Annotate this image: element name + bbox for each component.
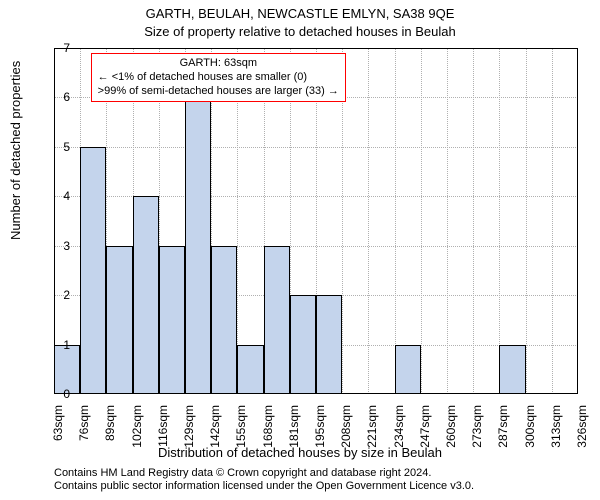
- x-tick-label: 195sqm: [313, 405, 327, 449]
- y-tick-label: 6: [50, 90, 70, 104]
- x-tick-label: 273sqm: [470, 405, 484, 449]
- chart-container: GARTH, BEULAH, NEWCASTLE EMLYN, SA38 9QE…: [0, 0, 600, 500]
- x-tick-label: 168sqm: [261, 405, 275, 449]
- histogram-bar: [185, 97, 211, 394]
- attribution-text: Contains HM Land Registry data © Crown c…: [54, 467, 474, 495]
- x-tick-label: 326sqm: [575, 405, 589, 449]
- gridline-vertical: [421, 48, 422, 394]
- y-tick-label: 1: [50, 338, 70, 352]
- x-tick-label: 247sqm: [418, 405, 432, 449]
- x-tick-label: 313sqm: [549, 405, 563, 449]
- plot-area: GARTH: 63sqm← <1% of detached houses are…: [54, 48, 578, 394]
- histogram-bar: [211, 246, 237, 394]
- annotation-callout: GARTH: 63sqm← <1% of detached houses are…: [91, 53, 346, 102]
- y-tick-label: 4: [50, 189, 70, 203]
- x-tick-label: 181sqm: [287, 405, 301, 449]
- histogram-bar: [290, 295, 316, 394]
- annotation-line3: >99% of semi-detached houses are larger …: [98, 85, 339, 99]
- gridline-vertical: [395, 48, 396, 394]
- x-tick-label: 300sqm: [523, 405, 537, 449]
- attribution-line1: Contains HM Land Registry data © Crown c…: [54, 467, 474, 481]
- x-tick-label: 234sqm: [392, 405, 406, 449]
- annotation-line2: ← <1% of detached houses are smaller (0): [98, 71, 339, 85]
- y-tick-label: 5: [50, 140, 70, 154]
- x-tick-label: 260sqm: [444, 405, 458, 449]
- x-tick-label: 89sqm: [103, 405, 117, 449]
- x-tick-label: 63sqm: [51, 405, 65, 449]
- y-axis-label: Number of detached properties: [8, 61, 23, 240]
- x-tick-label: 129sqm: [182, 405, 196, 449]
- y-tick-label: 0: [50, 387, 70, 401]
- chart-title-main: GARTH, BEULAH, NEWCASTLE EMLYN, SA38 9QE: [0, 6, 600, 21]
- x-tick-label: 142sqm: [208, 405, 222, 449]
- histogram-bar: [395, 345, 421, 394]
- gridline-vertical: [447, 48, 448, 394]
- histogram-bar: [237, 345, 263, 394]
- x-tick-label: 287sqm: [496, 405, 510, 449]
- y-tick-label: 3: [50, 239, 70, 253]
- chart-title-sub: Size of property relative to detached ho…: [0, 24, 600, 39]
- histogram-bar: [316, 295, 342, 394]
- gridline-vertical: [526, 48, 527, 394]
- histogram-bar: [264, 246, 290, 394]
- histogram-bar: [159, 246, 185, 394]
- x-tick-label: 116sqm: [156, 405, 170, 449]
- y-tick-label: 7: [50, 41, 70, 55]
- gridline-vertical: [368, 48, 369, 394]
- histogram-bar: [499, 345, 525, 394]
- x-tick-label: 76sqm: [77, 405, 91, 449]
- y-tick-label: 2: [50, 288, 70, 302]
- histogram-bar: [133, 196, 159, 394]
- gridline-vertical: [552, 48, 553, 394]
- x-tick-label: 208sqm: [339, 405, 353, 449]
- x-tick-label: 221sqm: [365, 405, 379, 449]
- gridline-vertical: [473, 48, 474, 394]
- annotation-line1: GARTH: 63sqm: [98, 57, 339, 71]
- histogram-bar: [80, 147, 106, 394]
- attribution-line2: Contains public sector information licen…: [54, 480, 474, 494]
- histogram-bar: [106, 246, 132, 394]
- gridline-vertical: [499, 48, 500, 394]
- x-tick-label: 155sqm: [234, 405, 248, 449]
- x-tick-label: 102sqm: [130, 405, 144, 449]
